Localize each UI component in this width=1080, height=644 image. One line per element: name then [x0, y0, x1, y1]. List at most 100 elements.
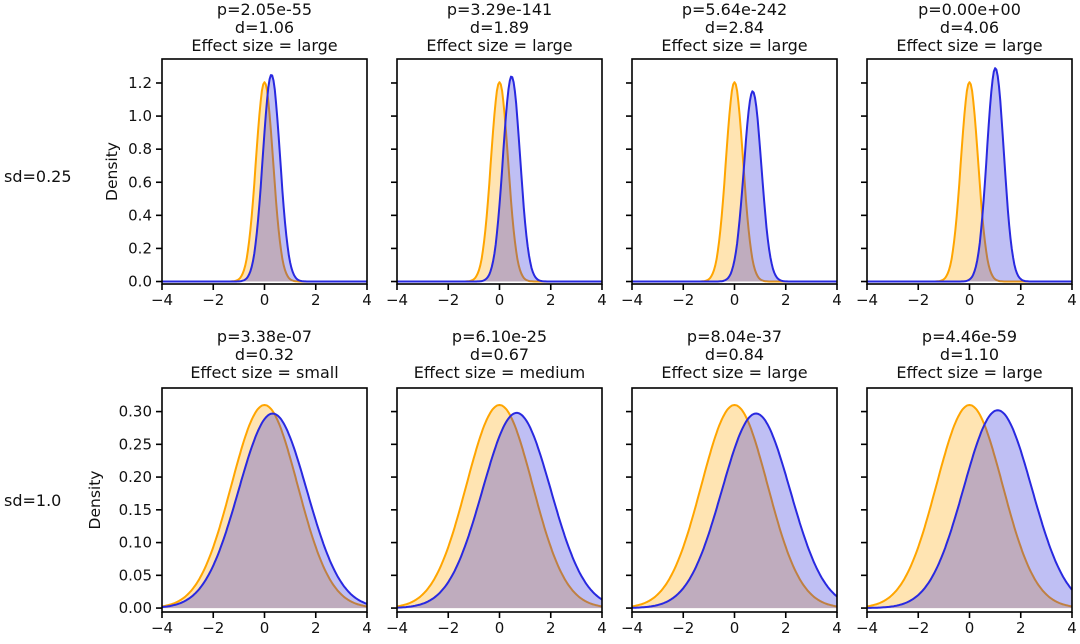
x-tick-label: 0 [495, 619, 505, 637]
y-tick-label: 0.8 [128, 140, 152, 158]
x-tick-label: −2 [437, 291, 459, 309]
effect-size-label: Effect size = large [191, 36, 338, 55]
panel-title-r0c1: p=3.29e-141 d=1.89 Effect size = large [397, 1, 602, 55]
blue-density-fill [632, 413, 837, 609]
blue-density-curve [396, 411, 603, 609]
effect-size-label: Effect size = large [426, 36, 573, 55]
blue-density-curve [867, 409, 1073, 609]
blue-density-curve [632, 90, 837, 283]
x-tick-label: −4 [386, 291, 408, 309]
x-tick-label: −4 [621, 619, 643, 637]
p-value: p=8.04e-37 [686, 327, 783, 346]
effect-size-label: Effect size = large [896, 36, 1043, 55]
d-value: d=1.10 [939, 345, 1000, 364]
panel-title-r0c2: p=5.64e-242 d=2.84 Effect size = large [632, 1, 837, 55]
x-tick-label: −4 [386, 619, 408, 637]
x-tick-label: 4 [1067, 291, 1077, 309]
d-value: d=1.06 [234, 18, 295, 37]
x-tick-label: 4 [1067, 619, 1077, 637]
x-tick-label: 2 [311, 619, 321, 637]
y-tick-label: 0.4 [128, 206, 152, 224]
orange-density-curve [631, 404, 838, 608]
y-tick-label: 0.25 [119, 435, 152, 453]
blue-density-fill [162, 75, 367, 282]
d-value: d=0.84 [704, 345, 765, 364]
effect-size-label: Effect size = large [661, 363, 808, 382]
d-value: d=1.89 [469, 18, 530, 37]
blue-density-curve [162, 74, 367, 283]
effect-size-label: Effect size = small [190, 363, 339, 382]
x-tick-label: 0 [260, 619, 270, 637]
x-tick-label: 0 [730, 291, 740, 309]
x-tick-label: 2 [1016, 619, 1026, 637]
d-value: d=2.84 [704, 18, 765, 37]
d-value: d=0.67 [469, 345, 530, 364]
blue-density-fill [867, 410, 1072, 609]
x-tick-label: −2 [907, 291, 929, 309]
blue-density-curve [867, 67, 1072, 283]
orange-density-curve [866, 404, 1073, 608]
blue-density-curve [161, 412, 368, 609]
x-tick-label: 4 [597, 619, 607, 637]
x-tick-label: 2 [311, 291, 321, 309]
x-tick-label: −2 [907, 619, 929, 637]
row-label-sd-10: sd=1.0 [4, 491, 62, 510]
p-value: p=3.38e-07 [216, 327, 313, 346]
x-tick-label: 2 [546, 619, 556, 637]
y-axis-label: Density [103, 142, 121, 201]
x-tick-label: 4 [362, 619, 372, 637]
orange-density-fill [867, 82, 1072, 282]
blue-density-fill [397, 76, 602, 282]
effect-size-label: Effect size = medium [413, 363, 586, 382]
y-tick-label: 0.20 [119, 468, 152, 486]
p-value: p=4.46e-59 [921, 327, 1018, 346]
x-tick-label: 0 [965, 619, 975, 637]
effect-size-label: Effect size = large [661, 36, 808, 55]
effect-size-label: Effect size = large [896, 363, 1043, 382]
x-tick-label: −4 [151, 291, 173, 309]
panel-title-r0c3: p=0.00e+00 d=4.06 Effect size = large [867, 1, 1072, 55]
y-tick-label: 0.00 [119, 599, 152, 617]
p-value: p=2.05e-55 [216, 0, 313, 19]
y-tick-label: 0.0 [128, 273, 152, 291]
orange-density-fill [632, 82, 837, 282]
x-tick-label: −2 [437, 619, 459, 637]
orange-density-curve [396, 404, 603, 608]
x-tick-label: 0 [495, 291, 505, 309]
x-tick-label: −2 [672, 619, 694, 637]
x-tick-label: −4 [856, 619, 878, 637]
x-tick-label: −2 [202, 291, 224, 309]
y-tick-label: 0.10 [119, 534, 152, 552]
x-tick-label: −4 [856, 291, 878, 309]
orange-density-fill [397, 405, 602, 609]
y-tick-label: 0.15 [119, 501, 152, 519]
y-tick-label: 1.2 [128, 74, 152, 92]
panel-title-r1c0: p=3.38e-07 d=0.32 Effect size = small [162, 328, 367, 382]
x-tick-label: 0 [260, 291, 270, 309]
orange-density-fill [632, 405, 837, 609]
y-tick-label: 0.2 [128, 239, 152, 257]
y-tick-label: 1.0 [128, 107, 152, 125]
panel-title-r0c0: p=2.05e-55 d=1.06 Effect size = large [162, 1, 367, 55]
d-value: d=4.06 [939, 18, 1000, 37]
orange-density-fill [162, 82, 367, 282]
p-value: p=3.29e-141 [446, 0, 553, 19]
x-tick-label: 4 [832, 291, 842, 309]
y-tick-label: 0.30 [119, 403, 152, 421]
panel-title-r1c2: p=8.04e-37 d=0.84 Effect size = large [632, 328, 837, 382]
y-tick-label: 0.05 [119, 566, 152, 584]
x-tick-label: −2 [672, 291, 694, 309]
blue-density-fill [162, 413, 367, 609]
p-value: p=6.10e-25 [451, 327, 548, 346]
row-label-sd-025: sd=0.25 [4, 167, 72, 186]
panel-title-r1c1: p=6.10e-25 d=0.67 Effect size = medium [397, 328, 602, 382]
x-tick-label: 4 [362, 291, 372, 309]
x-tick-label: −4 [151, 619, 173, 637]
p-value: p=0.00e+00 [918, 0, 1021, 19]
x-tick-label: 2 [781, 291, 791, 309]
x-tick-label: 2 [1016, 291, 1026, 309]
orange-density-fill [867, 405, 1072, 609]
blue-density-curve [397, 75, 602, 283]
